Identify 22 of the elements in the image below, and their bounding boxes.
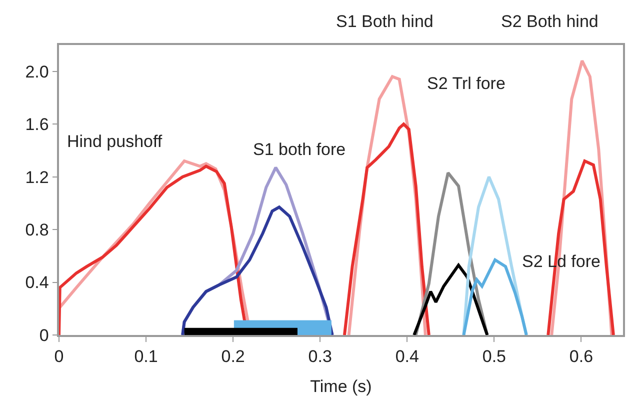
annotation: S1 both fore [253,140,346,159]
y-tick-label: 1.6 [25,115,49,134]
y-tick-label: 0.4 [25,273,49,292]
line-series [181,206,334,335]
x-tick-label: 0.6 [569,347,594,366]
x-axis-title: Time (s) [310,377,372,396]
y-tick-label: 2.0 [25,62,49,82]
annotation: S2 Trl fore [427,74,506,93]
y-tick-label: 0 [39,326,49,345]
line-series [412,264,489,335]
text: S1 Both hind [336,12,434,31]
y-tick-label: 0.8 [25,220,49,240]
x-tick-label: 0.5 [482,347,506,366]
x-tick-label: 0 [54,347,64,366]
y-tick-label: 1.2 [25,168,49,187]
line-series [546,160,615,335]
x-tick-label: 0.3 [308,347,332,366]
x-tick-label: 0.2 [221,347,245,366]
annotation: Hind pushoff [67,132,162,151]
text: S2 Both hind [501,12,598,31]
x-tick-label: 0.1 [134,347,158,366]
x-tick-label: 0.4 [395,347,419,366]
